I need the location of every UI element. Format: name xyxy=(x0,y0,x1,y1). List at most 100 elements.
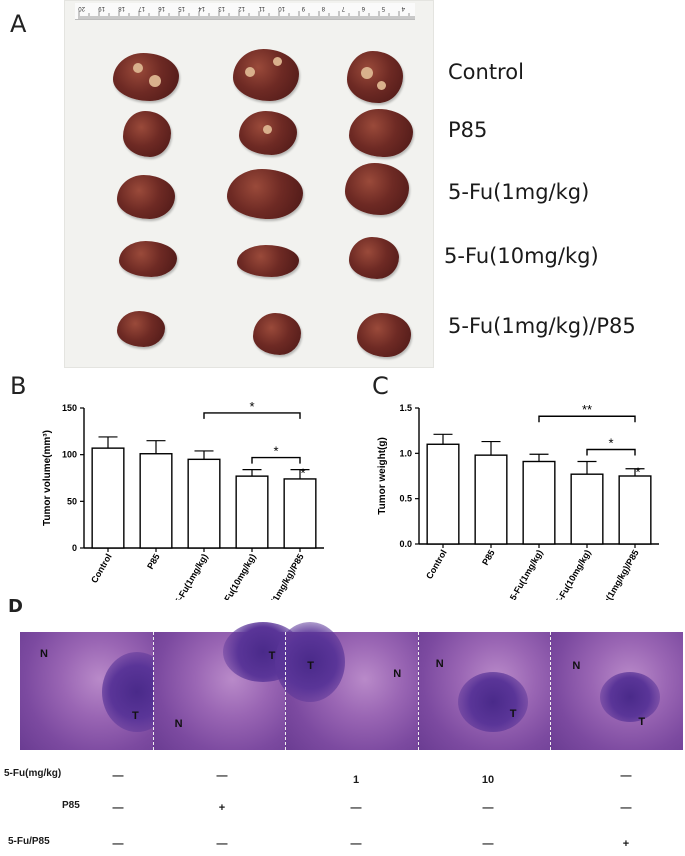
treatment-cell: — xyxy=(350,802,362,814)
significance-label: * xyxy=(273,444,278,459)
tumor-label: T xyxy=(638,716,646,728)
ruler-ticks: 20 19 18 17 16 15 14 13 12 11 10 9 8 7 6 5 4 xyxy=(78,5,418,19)
treatment-cell: — xyxy=(350,838,362,850)
tumor-label: T xyxy=(307,660,314,672)
ruler-number: 4 xyxy=(401,5,405,11)
significance-label: * xyxy=(249,399,254,414)
ruler-number: 18 xyxy=(118,5,125,11)
treatment-cell: — xyxy=(216,770,228,782)
ruler-number: 15 xyxy=(178,5,185,11)
x-tick-label: 5-Fu(1mg/kg) xyxy=(508,548,545,600)
significance-label: * xyxy=(608,435,613,450)
x-tick-label: 5-Fu(1mg/kg)/P85 xyxy=(595,548,641,600)
ruler-number: 11 xyxy=(258,5,265,11)
liver-photo: 20 19 18 17 16 15 14 13 12 11 10 9 8 7 6 5 4 xyxy=(64,0,434,368)
tumor-volume-chart: 0 50 100 150 Tumor volume(mm³) Control P85 5-Fu… xyxy=(42,399,324,600)
y-tick-label: 50 xyxy=(67,496,77,506)
treatment-cell: — xyxy=(482,802,494,814)
x-tick-label: P85 xyxy=(145,552,162,571)
treatment-cell: — xyxy=(112,802,124,814)
y-tick-label: 1.5 xyxy=(399,403,412,413)
liver-specimen xyxy=(117,311,165,347)
significance-bracket xyxy=(251,456,301,464)
ruler-number: 16 xyxy=(158,5,165,11)
treatment-cell: — xyxy=(482,838,494,850)
treatment-cell: 10 xyxy=(481,774,495,786)
treatment-table: 5-Fu(mg/kg) — — 1 10 — P85 — + — — — 5-Fu/P85 — — — — + xyxy=(0,760,685,856)
tumor-region xyxy=(275,622,346,702)
bar xyxy=(187,458,221,549)
bar xyxy=(235,475,269,549)
group-label-control: Control xyxy=(448,60,524,84)
significance-bracket xyxy=(538,415,636,423)
ruler-number: 20 xyxy=(78,5,85,11)
tumor-weight-chart: 0.0 0.5 1.0 1.5 Tumor weight(g) Control P85 5-F… xyxy=(377,402,659,600)
bar xyxy=(474,454,508,545)
ruler-number: 9 xyxy=(301,5,305,11)
liver-specimen xyxy=(233,49,299,101)
liver-specimen xyxy=(357,313,411,357)
treatment-row-label: 5-Fu/P85 xyxy=(8,836,50,847)
y-tick-label: 100 xyxy=(62,450,77,460)
tumor-label: T xyxy=(268,650,276,662)
y-tick-label: 0.5 xyxy=(399,494,412,504)
normal-tissue-label: N xyxy=(572,660,581,672)
x-tick-label: 5-Fu(1mg/kg) xyxy=(173,552,210,600)
tile-separator xyxy=(417,632,419,750)
ruler-number: 7 xyxy=(341,5,345,11)
significance-label: ** xyxy=(582,402,592,417)
bar xyxy=(426,443,460,545)
tumor-label: T xyxy=(132,710,139,722)
y-tick-label: 1.0 xyxy=(399,448,412,458)
ruler-number: 14 xyxy=(198,5,205,11)
treatment-cell: 1 xyxy=(352,774,360,786)
ruler-number: 13 xyxy=(218,5,225,11)
bar xyxy=(139,453,173,549)
liver-specimen xyxy=(113,53,179,101)
ruler-number: 8 xyxy=(321,5,325,11)
x-tick-label: 5-Fu(1mg/kg)/P85 xyxy=(260,552,306,600)
treatment-cell: — xyxy=(620,770,632,782)
ruler-number: 10 xyxy=(278,5,285,11)
group-label-5fu-1-p85: 5-Fu(1mg/kg)/P85 xyxy=(448,314,636,338)
liver-specimen xyxy=(345,163,409,215)
bar-significance-mark: * xyxy=(635,465,640,480)
panel-d-letter: D xyxy=(8,596,23,617)
x-tick-label: 5-Fu(10mg/kg) xyxy=(218,552,257,600)
ruler-number: 6 xyxy=(361,5,365,11)
treatment-cell: — xyxy=(112,838,124,850)
x-tick-label: 5-Fu(10mg/kg) xyxy=(553,548,592,600)
normal-tissue-label: N xyxy=(40,648,48,660)
panel-c-letter: C xyxy=(372,372,389,400)
treatment-cell: + xyxy=(218,802,226,814)
ruler-number: 12 xyxy=(238,5,245,11)
liver-specimen xyxy=(123,111,171,157)
liver-specimen xyxy=(349,237,399,279)
tile-separator xyxy=(285,632,287,750)
liver-specimen xyxy=(117,175,175,219)
tile-separator xyxy=(550,632,552,750)
liver-specimen xyxy=(347,51,403,103)
panel-b-letter: B xyxy=(10,372,27,400)
group-label-5fu-1: 5-Fu(1mg/kg) xyxy=(448,180,590,204)
x-tick-label: Control xyxy=(424,548,449,581)
normal-tissue-label: N xyxy=(393,668,402,680)
y-axis-label: Tumor volume(mm³) xyxy=(42,430,53,526)
treatment-cell: — xyxy=(620,802,632,814)
y-tick-label: 150 xyxy=(62,403,77,413)
treatment-row-label: 5-Fu(mg/kg) xyxy=(4,768,62,779)
panel-a-letter: A xyxy=(10,10,27,38)
ruler-number: 5 xyxy=(381,5,385,11)
treatment-row-label: P85 xyxy=(62,800,80,811)
significance-bracket xyxy=(203,412,301,419)
bar xyxy=(283,478,317,549)
liver-specimen xyxy=(237,245,299,277)
treatment-cell: — xyxy=(112,770,124,782)
bar xyxy=(522,460,556,545)
tumor-region xyxy=(600,672,661,722)
liver-specimen xyxy=(253,313,301,355)
